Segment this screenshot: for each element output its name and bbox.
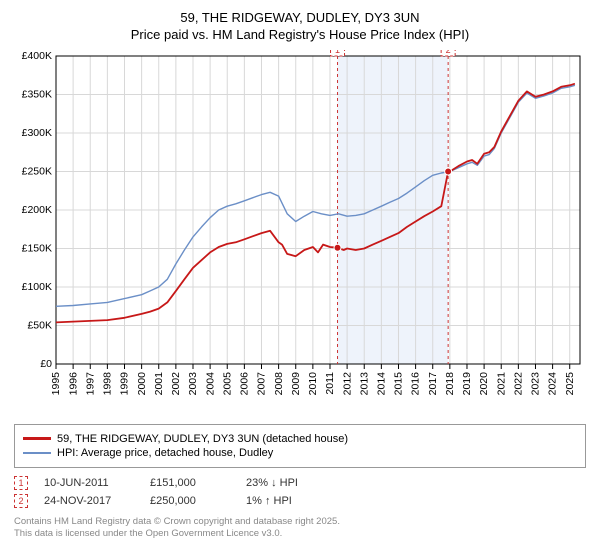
svg-text:2008: 2008 [273,372,285,396]
legend-row: HPI: Average price, detached house, Dudl… [23,447,577,459]
svg-text:2005: 2005 [221,372,233,396]
svg-text:2013: 2013 [358,372,370,396]
svg-text:2024: 2024 [547,372,559,396]
svg-text:1: 1 [335,50,340,55]
svg-text:2004: 2004 [204,372,216,396]
footer-line2: This data is licensed under the Open Gov… [14,528,586,540]
transaction-date: 10-JUN-2011 [44,477,134,489]
svg-text:2025: 2025 [564,372,576,396]
svg-text:2023: 2023 [530,372,542,396]
svg-text:£50K: £50K [27,319,52,331]
svg-text:2001: 2001 [153,372,165,396]
legend-row: 59, THE RIDGEWAY, DUDLEY, DY3 3UN (detac… [23,433,577,445]
transaction-marker: 1 [14,476,28,490]
svg-text:£400K: £400K [22,50,52,62]
svg-text:2019: 2019 [461,372,473,396]
legend-swatch [23,452,51,454]
chart-plot-area: £0 £50K £100K £150K £200K £250K £300K £350K £400… [14,50,586,420]
svg-text:2022: 2022 [513,372,525,396]
svg-text:2016: 2016 [410,372,422,396]
svg-text:£150K: £150K [22,242,52,254]
svg-text:1995: 1995 [50,372,62,396]
transaction-row: 2 24-NOV-2017 £250,000 1% ↑ HPI [14,492,586,510]
transaction-table: 1 10-JUN-2011 £151,000 23% ↓ HPI 2 24-NO… [14,474,586,510]
transaction-row: 1 10-JUN-2011 £151,000 23% ↓ HPI [14,474,586,492]
svg-text:£200K: £200K [22,204,52,216]
transaction-marker: 2 [14,494,28,508]
svg-text:2014: 2014 [376,372,388,396]
svg-text:1996: 1996 [67,372,79,396]
svg-text:2006: 2006 [239,372,251,396]
transaction-diff: 1% ↑ HPI [246,495,326,507]
svg-text:2017: 2017 [427,372,439,396]
svg-text:2000: 2000 [136,372,148,396]
footer-line1: Contains HM Land Registry data © Crown c… [14,516,586,528]
footer: Contains HM Land Registry data © Crown c… [14,516,586,541]
svg-text:2018: 2018 [444,372,456,396]
chart-svg: £0 £50K £100K £150K £200K £250K £300K £350K £400… [14,50,586,420]
title-line2: Price paid vs. HM Land Registry's House … [14,27,586,44]
svg-text:2010: 2010 [307,372,319,396]
svg-text:2021: 2021 [495,372,507,396]
svg-text:2: 2 [446,50,451,55]
transaction-diff: 23% ↓ HPI [246,477,326,489]
svg-text:2020: 2020 [478,372,490,396]
svg-text:2003: 2003 [187,372,199,396]
svg-text:2015: 2015 [393,372,405,396]
svg-text:£300K: £300K [22,127,52,139]
svg-text:2011: 2011 [324,372,336,395]
svg-text:2009: 2009 [290,372,302,396]
chart-title: 59, THE RIDGEWAY, DUDLEY, DY3 3UN Price … [14,10,586,44]
svg-text:1999: 1999 [119,372,131,396]
svg-text:1997: 1997 [84,372,96,396]
legend-swatch [23,437,51,440]
chart-container: 59, THE RIDGEWAY, DUDLEY, DY3 3UN Price … [0,0,600,560]
title-line1: 59, THE RIDGEWAY, DUDLEY, DY3 3UN [14,10,586,27]
svg-text:£250K: £250K [22,165,52,177]
svg-text:2002: 2002 [170,372,182,396]
svg-text:2012: 2012 [341,372,353,396]
legend-label: 59, THE RIDGEWAY, DUDLEY, DY3 3UN (detac… [57,433,348,445]
transaction-price: £151,000 [150,477,230,489]
svg-text:1998: 1998 [102,372,114,396]
svg-text:2007: 2007 [256,372,268,396]
legend: 59, THE RIDGEWAY, DUDLEY, DY3 3UN (detac… [14,424,586,468]
legend-label: HPI: Average price, detached house, Dudl… [57,447,273,459]
svg-text:£100K: £100K [22,281,52,293]
transaction-date: 24-NOV-2017 [44,495,134,507]
svg-text:£0: £0 [40,358,52,370]
svg-text:£350K: £350K [22,88,52,100]
transaction-price: £250,000 [150,495,230,507]
